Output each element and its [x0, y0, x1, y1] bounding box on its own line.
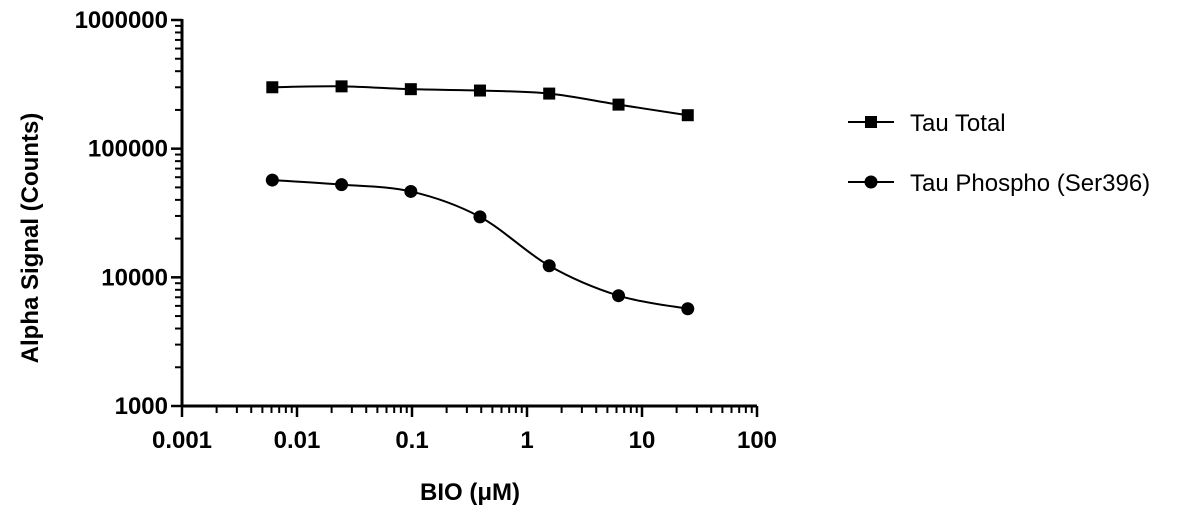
legend-label: Tau Total: [910, 110, 1006, 137]
x-tick-label: 0.001: [152, 427, 212, 454]
series-1-point: [612, 98, 625, 111]
series-2-point: [335, 178, 349, 192]
legend: Tau Total Tau Phospho (Ser396): [848, 110, 1150, 197]
series-1-point: [681, 109, 694, 122]
x-tick-label: 100: [737, 427, 777, 454]
series-2: [265, 173, 695, 316]
series-2-point: [265, 173, 279, 187]
series-2-line: [272, 179, 688, 310]
x-tick-label: 1: [520, 427, 533, 454]
series-2-point: [404, 184, 418, 198]
x-tick-label: 10: [629, 427, 656, 454]
legend-item-2: Tau Phospho (Ser396): [848, 170, 1150, 197]
series-2-point: [681, 302, 695, 316]
series-layer: [265, 80, 695, 316]
y-tick-label: 1000000: [75, 7, 168, 34]
y-tick-label: 100000: [88, 136, 168, 163]
series-2-point: [612, 289, 626, 303]
series-2-point: [473, 210, 487, 224]
y-tick-label: 1000: [115, 393, 168, 420]
legend-label: Tau Phospho (Ser396): [910, 170, 1150, 197]
series-1-point: [266, 81, 279, 94]
x-axis-title: BIO (μM): [420, 479, 520, 506]
legend-item-1: Tau Total: [848, 110, 1006, 137]
x-tick-label: 0.1: [395, 427, 428, 454]
y-tick-label: 10000: [101, 264, 168, 291]
series-2-point: [542, 259, 556, 273]
series-1: [266, 80, 694, 122]
legend-swatch-marker: [865, 116, 877, 128]
series-1-point: [543, 87, 556, 100]
series-1-point: [404, 83, 417, 96]
x-tick-label: 0.01: [274, 427, 321, 454]
y-axis-title: Alpha Signal (Counts): [17, 113, 44, 364]
legend-swatch-marker: [864, 175, 878, 189]
axes: 0.001 0.01 0.1 1 10 100 1000 10000 100000 1000000: [75, 7, 777, 454]
series-1-point: [335, 80, 348, 93]
series-1-point: [473, 84, 486, 97]
